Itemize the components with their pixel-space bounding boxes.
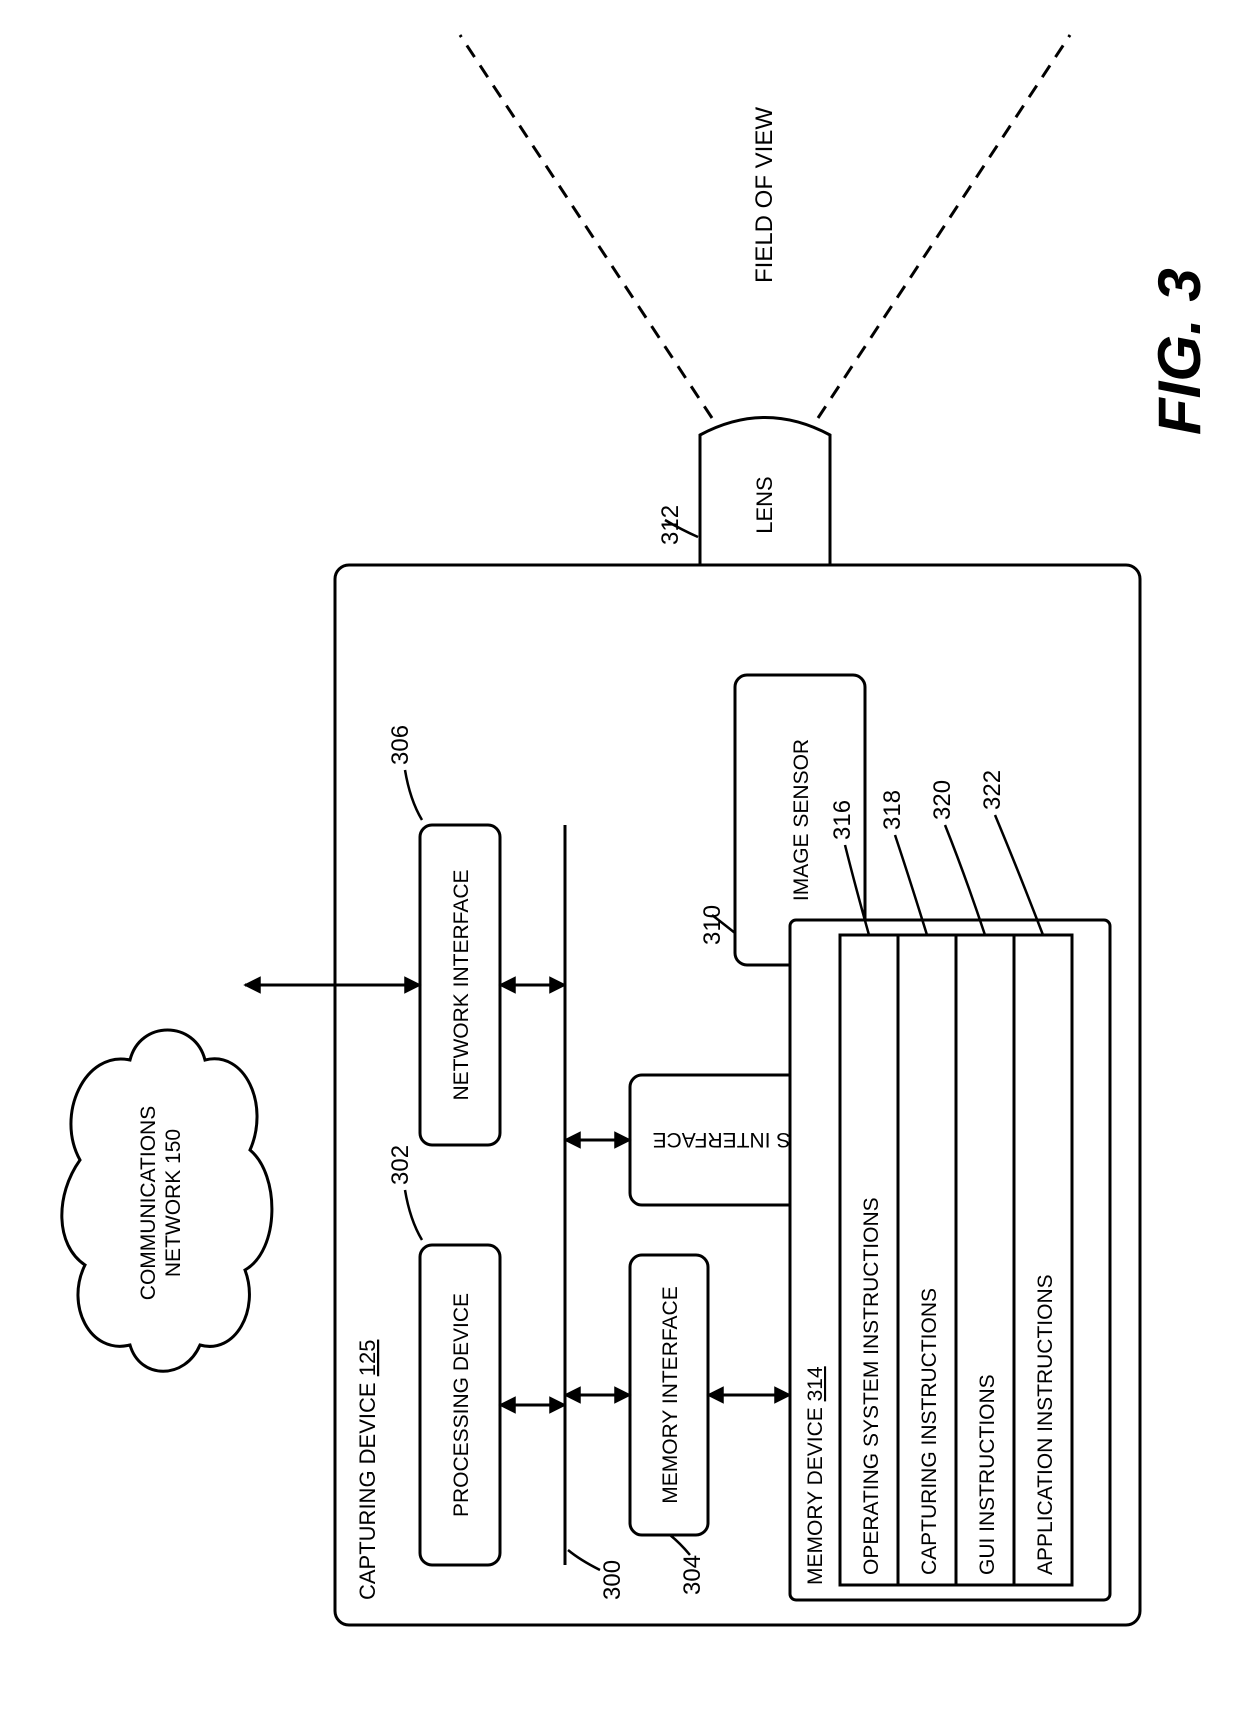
lens-ref: 312 [657,505,684,545]
memory-interface-ref: 304 [679,1555,706,1595]
fov-line-bottom [818,35,1070,418]
processing-device-ref: 302 [387,1145,414,1185]
bus-ref: 300 [599,1560,626,1600]
image-sensor-label: IMAGE SENSOR [790,739,813,901]
lens: LENS [700,418,830,566]
diagram-canvas: COMMUNICATIONS NETWORK 150 CAPTURING DEV… [0,0,1240,1715]
cloud-label-line2: NETWORK 150 [162,1129,185,1277]
memory-row-0-ref: 316 [829,800,856,840]
image-sensor-ref: 310 [699,905,726,945]
cloud-communications-network: COMMUNICATIONS NETWORK 150 [62,1030,272,1371]
capturing-device-label: CAPTURING DEVICE 125 [355,1340,380,1600]
memory-row-1-ref: 318 [879,790,906,830]
network-interface-label: NETWORK INTERFACE [450,869,473,1100]
memory-row-2-ref: 320 [929,780,956,820]
fov-line-top [460,35,712,418]
memory-row-3-label: APPLICATION INSTRUCTIONS [1034,1274,1057,1575]
memory-row-3-ref: 322 [979,770,1006,810]
processing-device-label: PROCESSING DEVICE [450,1293,473,1517]
network-interface-ref: 306 [387,725,414,765]
figure-label: FIG. 3 [1146,268,1213,435]
field-of-view-label: FIELD OF VIEW [751,107,778,283]
cloud-label-line1: COMMUNICATIONS [137,1106,160,1300]
memory-row-2-label: GUI INSTRUCTIONS [976,1374,999,1575]
memory-row-1-label: CAPTURING INSTRUCTIONS [918,1288,941,1575]
memory-device-rows: OPERATING SYSTEM INSTRUCTIONS CAPTURING … [840,935,1072,1585]
lens-label: LENS [752,476,777,533]
memory-row-0-label: OPERATING SYSTEM INSTRUCTIONS [860,1197,883,1575]
memory-device-label: MEMORY DEVICE 314 [804,1366,827,1585]
memory-interface-label: MEMORY INTERFACE [659,1286,682,1503]
